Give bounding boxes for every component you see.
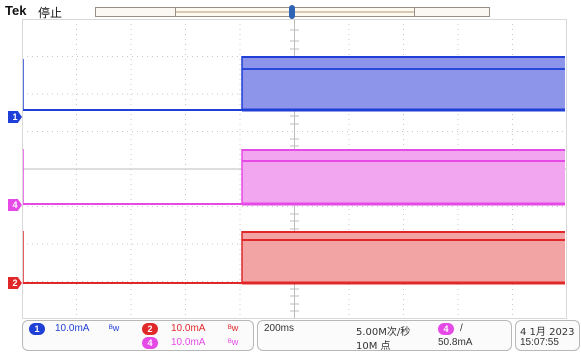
datetime-panel: 4 1月 2023 15:07:55 [515,320,580,351]
ch4-waveform [22,149,565,206]
graticule [22,19,567,319]
ch1-scale[interactable]: 10.0mA [55,323,90,334]
ch2-badge[interactable]: 2 [142,323,158,335]
trigger-level[interactable]: 50.8mA [438,337,473,348]
record-view-window[interactable] [175,7,415,17]
status-bar: 1 10.0mA ᴮw 2 10.0mA ᴮw 4 10.0mA ᴮw 200m… [22,320,580,352]
time-label: 15:07:55 [520,337,559,348]
trigger-source-badge[interactable]: 4 [438,323,454,335]
ch2-ground-marker[interactable]: 2 [8,277,22,289]
ch4-ground-marker[interactable]: 4 [8,199,22,211]
ch4-bandwidth-icon: ᴮw [228,337,239,347]
ch1-ground-marker[interactable]: 1 [8,111,22,123]
horizontal-settings-panel[interactable]: 200ms 5.00M次/秒 10M 点 4 / 50.8mA [257,320,512,352]
acquisition-state: 停止 [38,6,63,20]
top-bar: Tek 停止 [0,0,581,20]
brand-label: Tek [5,3,27,18]
waveform-display[interactable] [22,19,567,319]
ch4-scale[interactable]: 10.0mA [171,337,206,348]
ch1-waveform [22,56,565,112]
channel-settings-panel[interactable]: 1 10.0mA ᴮw 2 10.0mA ᴮw 4 10.0mA ᴮw [22,320,254,351]
sample-rate: 5.00M次/秒 [356,327,411,338]
ch1-bandwidth-icon: ᴮw [109,323,120,333]
ch4-badge[interactable]: 4 [142,337,158,349]
ch1-badge[interactable]: 1 [29,323,45,335]
trigger-position-marker[interactable] [289,5,295,19]
ch2-bandwidth-icon: ᴮw [228,323,239,333]
ch2-scale[interactable]: 10.0mA [171,323,206,334]
record-length[interactable]: 10M 点 [356,341,391,352]
date-label: 4 1月 2023 [520,327,575,338]
ch2-waveform [22,231,565,285]
timebase-scale[interactable]: 200ms [264,323,295,334]
trigger-slope-icon: / [460,323,463,334]
